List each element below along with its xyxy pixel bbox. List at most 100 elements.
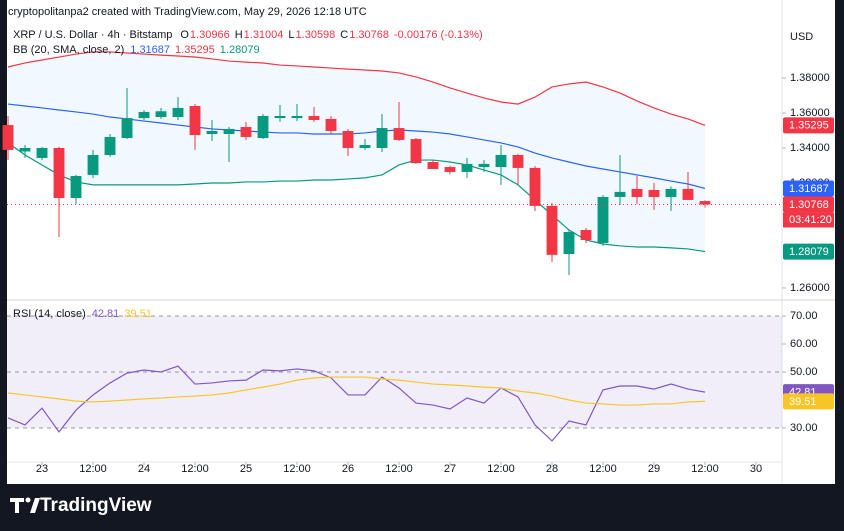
brand: TradingView (40, 495, 152, 516)
legend-text: XRP / U.S. Dollar · 4h · Bitstamp (13, 29, 172, 41)
candle-body (36, 147, 48, 158)
candle-body (87, 154, 99, 175)
candle-body (699, 201, 711, 205)
candle-body (53, 147, 65, 199)
legend-text: 1.30966 (190, 29, 230, 41)
x-tick-label: 30 (750, 463, 762, 475)
currency: USD (790, 31, 813, 43)
x-tick-label: 12:00 (487, 463, 515, 475)
bb-line (7, 51, 706, 126)
watermark: cryptopolitanpa2 created with TradingVie… (8, 6, 367, 18)
candle-body (648, 189, 660, 197)
legend-text: -0.00176 (-0.13%) (394, 29, 483, 41)
y-tick-label: 1.26000 (790, 282, 830, 294)
rsi-pane: 30.00 50.00 60.00 70.00 23 12:00 24 12:00 25 12:0… (7, 308, 818, 475)
candle-body (308, 115, 320, 120)
logo-mark (10, 498, 24, 513)
countdown-box (783, 212, 834, 228)
candle-body (665, 188, 677, 197)
axis-box (783, 393, 834, 410)
bb-line (7, 142, 706, 253)
legend-text: BB (20, SMA, close, 2) (13, 44, 124, 56)
indicator-value: 39.51 (124, 308, 152, 320)
candle-body (546, 205, 558, 255)
candle-body (189, 106, 201, 136)
axis-box-label: 1.31687 (789, 183, 829, 195)
legend-text: C (340, 29, 348, 41)
candle-body (495, 154, 507, 168)
candle-body (70, 175, 82, 199)
x-tick-label: 26 (342, 463, 354, 475)
countdown: 03:41:20 (789, 214, 832, 226)
axis-box-label: 1.28079 (789, 246, 829, 258)
x-tick-label: 24 (138, 463, 150, 475)
candle-body (563, 231, 575, 254)
candle-body (342, 131, 354, 148)
axis-value-box: 1.28079 (783, 243, 834, 260)
x-tick-label: 12:00 (385, 463, 413, 475)
axis-box (783, 243, 834, 260)
axis-box-label: 39.51 (789, 396, 817, 408)
brand-logo: TradingView (10, 495, 152, 516)
rsi-line (7, 365, 706, 442)
candle-body (19, 147, 31, 152)
axis-value-box: 1.31687 (783, 180, 834, 197)
candle-body (461, 163, 473, 172)
legend-text: 1.28079 (220, 44, 260, 56)
legend-text: L (288, 29, 294, 41)
candle-body (2, 125, 14, 150)
axis-box (783, 196, 834, 213)
legend-text: 1.35295 (175, 44, 215, 56)
x-tick-label: 12:00 (79, 463, 107, 475)
axis-box (783, 117, 834, 134)
axis-box-label: 1.30768 (789, 199, 829, 211)
x-tick-label: 12:00 (181, 463, 209, 475)
x-tick-label: 12:00 (589, 463, 617, 475)
rsi-line (7, 376, 706, 406)
candle-body (206, 131, 218, 134)
x-tick-label: 27 (444, 463, 456, 475)
candle-body (631, 188, 643, 197)
axis-box-label: 1.35295 (789, 120, 829, 132)
candle-body (104, 136, 116, 155)
legend-text: 1.30598 (296, 29, 336, 41)
logo-dot (25, 497, 31, 503)
candle-body (376, 128, 388, 148)
candle-body (291, 115, 303, 119)
candle-body (444, 167, 456, 172)
logo-slash (30, 498, 40, 513)
axis-value-box: 1.30768 03:41:20 (783, 196, 834, 228)
y-tick-label: 70.00 (790, 310, 818, 322)
candle-body (138, 111, 150, 119)
x-tick-label: 28 (546, 463, 558, 475)
y-tick-label: 50.00 (790, 366, 818, 378)
candle-body (682, 188, 694, 200)
bb-fill (8, 51, 705, 252)
x-tick-label: 25 (240, 463, 252, 475)
axis-box (783, 180, 834, 197)
candle-body (512, 154, 524, 168)
legend-text: H (235, 29, 243, 41)
axis-value-box: 39.51 (783, 393, 834, 410)
candle-body (274, 115, 286, 119)
x-tick-label: 12:00 (691, 463, 719, 475)
candle-body (427, 161, 439, 169)
candle-body (614, 191, 626, 197)
axis-value-box: 1.35295 (783, 117, 834, 134)
legend-text: 1.30768 (349, 29, 389, 41)
y-tick-label: 1.36000 (790, 107, 830, 119)
candle-body (359, 145, 371, 148)
candle-body (155, 111, 167, 118)
x-tick-label: 29 (648, 463, 660, 475)
candle-body (478, 163, 490, 168)
candle-body (410, 139, 422, 164)
y-tick-label: 1.38000 (790, 72, 830, 84)
candle-body (393, 128, 405, 140)
candle-body (580, 230, 592, 240)
candle-body (325, 118, 337, 132)
legend-text: 1.31687 (130, 44, 170, 56)
indicator-value: 42.81 (92, 308, 120, 320)
